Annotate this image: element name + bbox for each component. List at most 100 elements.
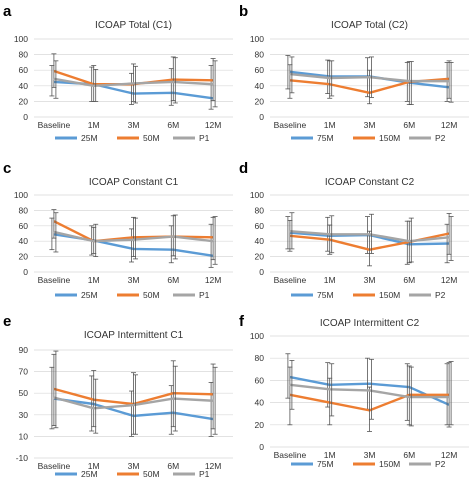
legend-label: P2 <box>435 459 446 469</box>
y-tick-label: 40 <box>255 236 265 246</box>
y-tick-label: 100 <box>250 331 264 341</box>
y-tick-label: 100 <box>14 34 28 44</box>
x-tick-label: 1M <box>324 450 336 460</box>
x-tick-label: 6M <box>403 450 415 460</box>
panel-c: c ICOAP Constant C1 0 20 40 60 80 100 Baseline 1M… <box>3 160 233 300</box>
x-tick-label: 3M <box>128 120 140 130</box>
chart-title: ICOAP Constant C1 <box>89 177 179 188</box>
x-tick-label: 1M <box>88 275 100 285</box>
y-tick-label: 60 <box>255 221 265 231</box>
panel-f: f ICOAP Intermittent C2 0 20 40 60 80 100 Baseli… <box>239 313 469 469</box>
chart-title: ICOAP Total (C2) <box>331 20 408 31</box>
x-tick-label: 1M <box>324 120 336 130</box>
y-tick-label: 60 <box>255 375 265 385</box>
legend-label: 25M <box>81 469 98 479</box>
y-tick-label: 100 <box>14 190 28 200</box>
x-tick-label: 12M <box>441 120 458 130</box>
x-tick-label: 6M <box>167 120 179 130</box>
legend-label: 75M <box>317 459 334 469</box>
y-tick-label: 20 <box>255 252 265 262</box>
legend-label: P1 <box>199 290 210 300</box>
y-tick-label: 70 <box>19 367 29 377</box>
legend-label: P2 <box>435 133 446 143</box>
y-tick-label: 90 <box>19 345 29 355</box>
panel-letter: d <box>239 160 248 177</box>
legend-label: 50M <box>143 290 160 300</box>
y-tick-label: 80 <box>255 50 265 60</box>
legend-label: P1 <box>199 133 210 143</box>
y-tick-label: 0 <box>23 267 28 277</box>
y-tick-label: 60 <box>19 221 29 231</box>
legend-label: P1 <box>199 469 210 479</box>
x-tick-label: Baseline <box>38 461 71 471</box>
panel-e: e ICOAP Intermittent C1 -10 10 30 50 70 90 Basel… <box>3 313 233 479</box>
y-tick-label: 0 <box>259 112 264 122</box>
x-tick-label: 1M <box>88 461 100 471</box>
y-tick-label: 0 <box>259 442 264 452</box>
x-tick-label: 6M <box>403 275 415 285</box>
legend-label: P2 <box>435 290 446 300</box>
x-tick-label: 12M <box>205 120 222 130</box>
y-tick-label: 40 <box>19 81 29 91</box>
x-tick-label: Baseline <box>274 450 307 460</box>
legend-label: 25M <box>81 290 98 300</box>
y-tick-label: 40 <box>19 236 29 246</box>
y-tick-label: 0 <box>23 112 28 122</box>
x-tick-label: Baseline <box>274 120 307 130</box>
x-tick-label: Baseline <box>274 275 307 285</box>
y-tick-label: 30 <box>19 410 29 420</box>
y-tick-label: 20 <box>19 96 29 106</box>
y-tick-label: 100 <box>250 190 264 200</box>
x-tick-label: 12M <box>441 450 458 460</box>
panel-letter: c <box>3 160 11 177</box>
y-tick-label: 20 <box>19 252 29 262</box>
y-tick-label: 80 <box>255 353 265 363</box>
panel-a: a ICOAP Total (C1) 0 20 40 60 80 100 Baseline 1M 3… <box>3 3 233 143</box>
y-tick-label: 50 <box>19 388 29 398</box>
y-tick-label: 40 <box>255 398 265 408</box>
legend-label: 75M <box>317 133 334 143</box>
y-tick-label: 80 <box>19 205 29 215</box>
x-tick-label: 12M <box>205 461 222 471</box>
y-tick-label: 80 <box>19 50 29 60</box>
y-tick-label: 10 <box>19 431 29 441</box>
legend-label: 75M <box>317 290 334 300</box>
legend-label: 150M <box>379 290 400 300</box>
y-tick-label: 20 <box>255 420 265 430</box>
y-tick-label: 60 <box>19 65 29 75</box>
legend-label: 150M <box>379 459 400 469</box>
x-tick-label: 3M <box>128 275 140 285</box>
x-tick-label: 1M <box>324 275 336 285</box>
x-tick-label: 12M <box>441 275 458 285</box>
x-tick-label: 3M <box>364 120 376 130</box>
legend-label: 25M <box>81 133 98 143</box>
y-tick-label: 20 <box>255 96 265 106</box>
x-tick-label: Baseline <box>38 275 71 285</box>
panel-d: d ICOAP Constant C2 0 20 40 60 80 100 Baseline 1M… <box>239 160 469 300</box>
y-tick-label: 80 <box>255 205 265 215</box>
legend-label: 50M <box>143 133 160 143</box>
y-tick-label: 60 <box>255 65 265 75</box>
panel-letter: e <box>3 313 11 330</box>
x-tick-label: 12M <box>205 275 222 285</box>
x-tick-label: Baseline <box>38 120 71 130</box>
x-tick-label: 6M <box>403 120 415 130</box>
chart-title: ICOAP Constant C2 <box>325 177 415 188</box>
x-tick-label: 6M <box>167 461 179 471</box>
x-tick-label: 3M <box>364 275 376 285</box>
y-tick-label: -10 <box>16 453 29 463</box>
y-tick-label: 0 <box>259 267 264 277</box>
y-tick-label: 40 <box>255 81 265 91</box>
chart-title: ICOAP Total (C1) <box>95 20 172 31</box>
chart-title: ICOAP Intermittent C1 <box>84 330 184 341</box>
legend-label: 150M <box>379 133 400 143</box>
y-tick-label: 100 <box>250 34 264 44</box>
x-tick-label: 3M <box>128 461 140 471</box>
x-tick-label: 6M <box>167 275 179 285</box>
panel-letter: b <box>239 3 248 20</box>
chart-title: ICOAP Intermittent C2 <box>320 318 420 329</box>
x-tick-label: 3M <box>364 450 376 460</box>
x-tick-label: 1M <box>88 120 100 130</box>
legend-label: 50M <box>143 469 160 479</box>
